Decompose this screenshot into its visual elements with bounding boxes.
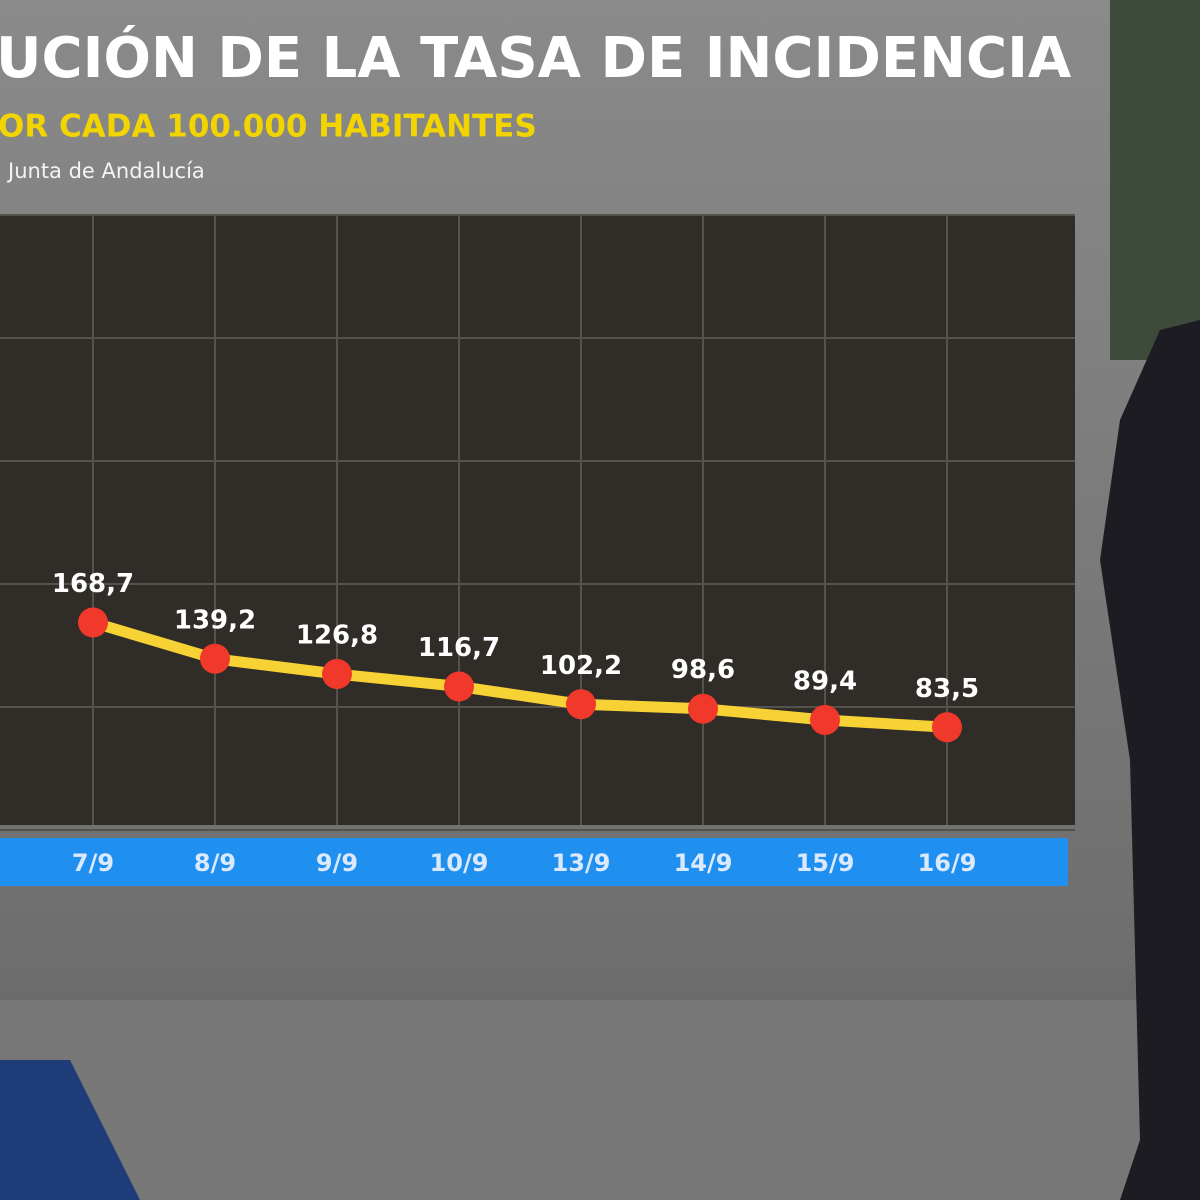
x-tick-label: 16/9 (918, 849, 977, 877)
x-tick-label: 9/9 (316, 849, 358, 877)
floor-screen (0, 1060, 140, 1200)
data-line (91, 617, 948, 733)
data-point (932, 712, 962, 743)
data-point (566, 689, 596, 720)
x-tick-label: 7/9 (72, 849, 114, 877)
plot-area (0, 215, 1075, 825)
data-point (444, 671, 474, 702)
data-point (810, 705, 840, 736)
chart-subtitle: OR CADA 100.000 HABITANTES (0, 109, 537, 145)
data-point (688, 693, 718, 724)
x-tick-label: 10/9 (430, 849, 489, 877)
x-tick-label: 8/9 (194, 849, 236, 877)
plot: 7/9 8/9 9/9 10/9 13/9 14/9 15/9 16/9 168,7 139,2 1… (0, 214, 1075, 877)
x-tick-label: 15/9 (796, 849, 855, 877)
chart-source: Junta de Andalucía (6, 159, 205, 183)
presenter-body (1100, 320, 1200, 1200)
data-label: 98,6 (671, 655, 735, 685)
data-label: 102,2 (540, 651, 622, 681)
data-label: 168,7 (52, 569, 134, 599)
floor (0, 1000, 1200, 1200)
x-axis-band (0, 838, 1068, 886)
data-label: 139,2 (174, 605, 256, 635)
data-point (78, 607, 108, 638)
presenter (1100, 320, 1200, 1200)
data-point (200, 643, 230, 674)
x-tick-label: 14/9 (674, 849, 733, 877)
data-label: 116,7 (418, 633, 500, 663)
data-point (322, 659, 352, 690)
data-label: 89,4 (793, 667, 857, 697)
data-label: 83,5 (915, 674, 979, 704)
data-label: 126,8 (296, 621, 378, 651)
side-screen (1110, 0, 1200, 360)
chart-title: UCIÓN DE LA TASA DE INCIDENCIA (0, 26, 1072, 91)
x-tick-label: 13/9 (552, 849, 611, 877)
